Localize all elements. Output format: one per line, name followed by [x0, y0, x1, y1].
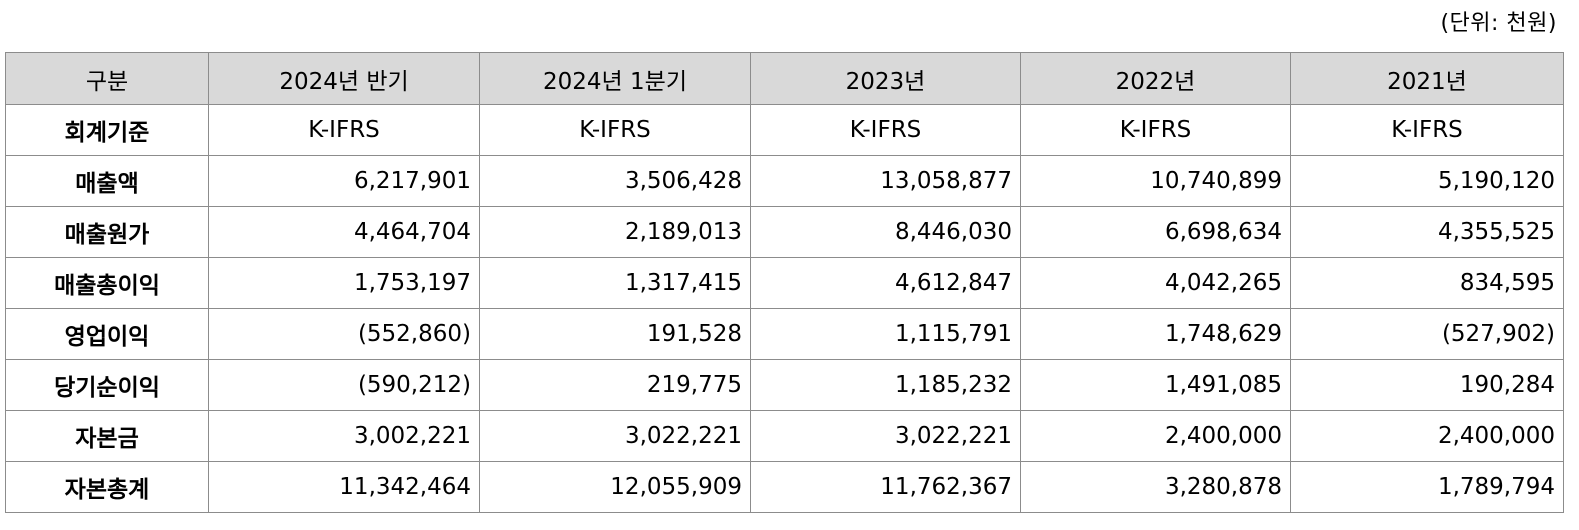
column-header-category: 구분: [5, 52, 209, 105]
table-cell: 1,753,197: [208, 257, 480, 309]
table-row: 매출총이익 1,753,197 1,317,415 4,612,847 4,04…: [5, 257, 1564, 309]
table-cell: 3,506,428: [479, 155, 751, 207]
table-cell: 3,280,878: [1020, 461, 1291, 513]
unit-note: (단위: 천원): [1440, 11, 1557, 36]
header-row: 구분 2024년 반기 2024년 1분기 2023년 2022년 2021년: [5, 52, 1564, 105]
table-cell: 4,612,847: [750, 257, 1021, 309]
table-cell: 12,055,909: [479, 461, 751, 513]
table-cell: 3,022,221: [750, 410, 1021, 462]
table-cell: 13,058,877: [750, 155, 1021, 207]
row-label: 자본금: [5, 410, 209, 462]
table-cell: 2,189,013: [479, 206, 751, 258]
table-cell: (527,902): [1290, 308, 1564, 360]
table-cell: K-IFRS: [1020, 104, 1291, 156]
table-cell: 4,464,704: [208, 206, 480, 258]
financial-summary-table: 구분 2024년 반기 2024년 1분기 2023년 2022년 2021년 …: [5, 52, 1564, 513]
column-header-2021: 2021년: [1290, 52, 1564, 105]
table-cell: (590,212): [208, 359, 480, 411]
table-cell: 1,491,085: [1020, 359, 1291, 411]
table-cell: 2,400,000: [1020, 410, 1291, 462]
table-row: 자본총계 11,342,464 12,055,909 11,762,367 3,…: [5, 461, 1564, 513]
table-row: 자본금 3,002,221 3,022,221 3,022,221 2,400,…: [5, 410, 1564, 462]
table-cell: 5,190,120: [1290, 155, 1564, 207]
row-label: 당기순이익: [5, 359, 209, 411]
table-cell: 1,789,794: [1290, 461, 1564, 513]
table-cell: K-IFRS: [750, 104, 1021, 156]
table-cell: 1,185,232: [750, 359, 1021, 411]
column-header-2022: 2022년: [1020, 52, 1291, 105]
table-cell: 6,217,901: [208, 155, 480, 207]
accounting-standard-row: 회계기준 K-IFRS K-IFRS K-IFRS K-IFRS K-IFRS: [5, 104, 1564, 156]
table-row: 당기순이익 (590,212) 219,775 1,185,232 1,491,…: [5, 359, 1564, 411]
table-body: 회계기준 K-IFRS K-IFRS K-IFRS K-IFRS K-IFRS …: [5, 104, 1564, 513]
table-cell: 3,002,221: [208, 410, 480, 462]
table-header: 구분 2024년 반기 2024년 1분기 2023년 2022년 2021년: [5, 52, 1564, 105]
table-cell: 8,446,030: [750, 206, 1021, 258]
table-cell: 11,762,367: [750, 461, 1021, 513]
column-header-2024-half: 2024년 반기: [208, 52, 480, 105]
table-row: 영업이익 (552,860) 191,528 1,115,791 1,748,6…: [5, 308, 1564, 360]
table-cell: 1,115,791: [750, 308, 1021, 360]
table-cell: 219,775: [479, 359, 751, 411]
table-cell: K-IFRS: [1290, 104, 1564, 156]
table-row: 매출원가 4,464,704 2,189,013 8,446,030 6,698…: [5, 206, 1564, 258]
table-cell: 4,355,525: [1290, 206, 1564, 258]
table-cell: 4,042,265: [1020, 257, 1291, 309]
table-cell: K-IFRS: [208, 104, 480, 156]
table-cell: 6,698,634: [1020, 206, 1291, 258]
table-cell: 2,400,000: [1290, 410, 1564, 462]
row-label: 자본총계: [5, 461, 209, 513]
table-cell: 3,022,221: [479, 410, 751, 462]
table-cell: 191,528: [479, 308, 751, 360]
row-label: 회계기준: [5, 104, 209, 156]
row-label: 매출액: [5, 155, 209, 207]
row-label: 매출원가: [5, 206, 209, 258]
table-cell: K-IFRS: [479, 104, 751, 156]
column-header-2023: 2023년: [750, 52, 1021, 105]
table-cell: 1,748,629: [1020, 308, 1291, 360]
column-header-2024-q1: 2024년 1분기: [479, 52, 751, 105]
table-cell: 1,317,415: [479, 257, 751, 309]
table-cell: 190,284: [1290, 359, 1564, 411]
table-cell: 11,342,464: [208, 461, 480, 513]
table-cell: (552,860): [208, 308, 480, 360]
row-label: 매출총이익: [5, 257, 209, 309]
table-cell: 834,595: [1290, 257, 1564, 309]
row-label: 영업이익: [5, 308, 209, 360]
table-cell: 10,740,899: [1020, 155, 1291, 207]
table-row: 매출액 6,217,901 3,506,428 13,058,877 10,74…: [5, 155, 1564, 207]
